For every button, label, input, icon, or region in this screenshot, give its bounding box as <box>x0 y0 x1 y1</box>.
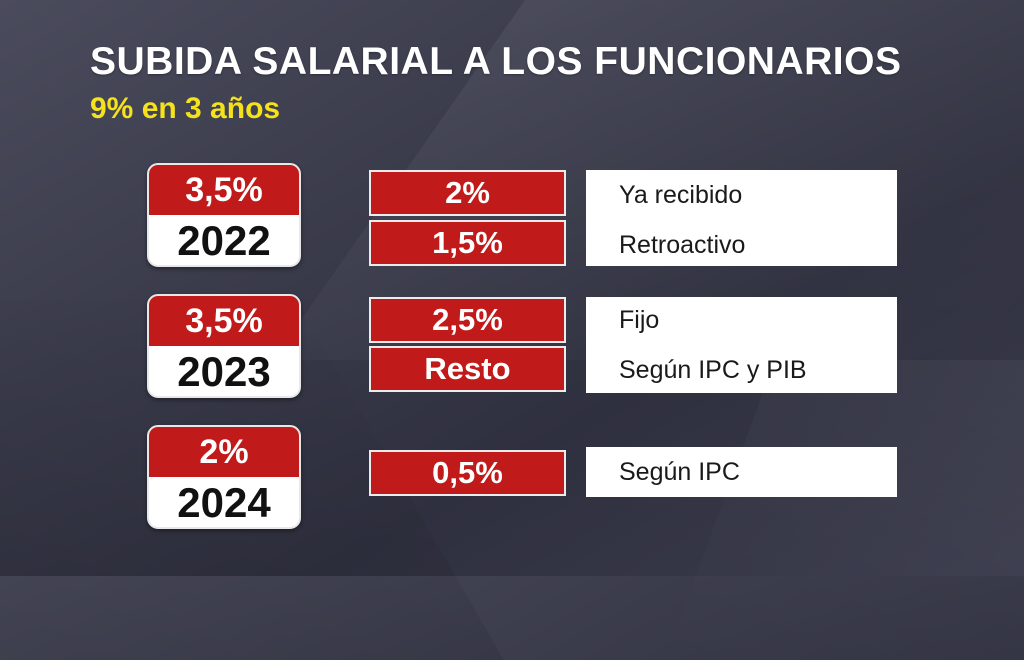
year-label: 2022 <box>177 217 271 264</box>
page-title: SUBIDA SALARIAL A LOS FUNCIONARIOS <box>90 40 902 83</box>
year-card-2024: 2% 2024 <box>147 425 301 529</box>
year-card-2023: 3,5% 2023 <box>147 294 301 398</box>
raise-part-description: Fijo <box>619 306 660 334</box>
year-total-percent: 2% <box>149 427 299 477</box>
year-label: 2023 <box>177 348 271 395</box>
raise-part-description: Según IPC y PIB <box>619 356 807 384</box>
raise-part-value: 2% <box>369 170 566 216</box>
background-shape <box>665 360 1024 660</box>
raise-part-description: Según IPC <box>619 458 740 486</box>
raise-part-description: Retroactivo <box>619 231 746 259</box>
raise-part-value: 1,5% <box>369 220 566 266</box>
raise-part-description: Ya recibido <box>619 181 743 209</box>
description-panel-2024: Según IPC <box>586 447 897 497</box>
description-panel-2023: Fijo Según IPC y PIB <box>586 297 897 393</box>
year-total-percent: 3,5% <box>149 165 299 215</box>
raise-part-value: Resto <box>369 346 566 392</box>
year-card-2022: 3,5% 2022 <box>147 163 301 267</box>
raise-part-value: 2,5% <box>369 297 566 343</box>
raise-part-value: 0,5% <box>369 450 566 496</box>
page-subtitle: 9% en 3 años <box>90 92 281 125</box>
year-total-percent: 3,5% <box>149 296 299 346</box>
year-label: 2024 <box>177 479 271 526</box>
description-panel-2022: Ya recibido Retroactivo <box>586 170 897 266</box>
